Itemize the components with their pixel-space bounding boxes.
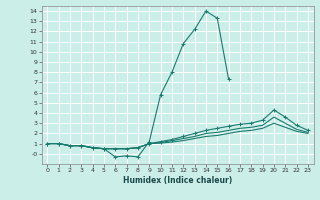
X-axis label: Humidex (Indice chaleur): Humidex (Indice chaleur)	[123, 176, 232, 185]
